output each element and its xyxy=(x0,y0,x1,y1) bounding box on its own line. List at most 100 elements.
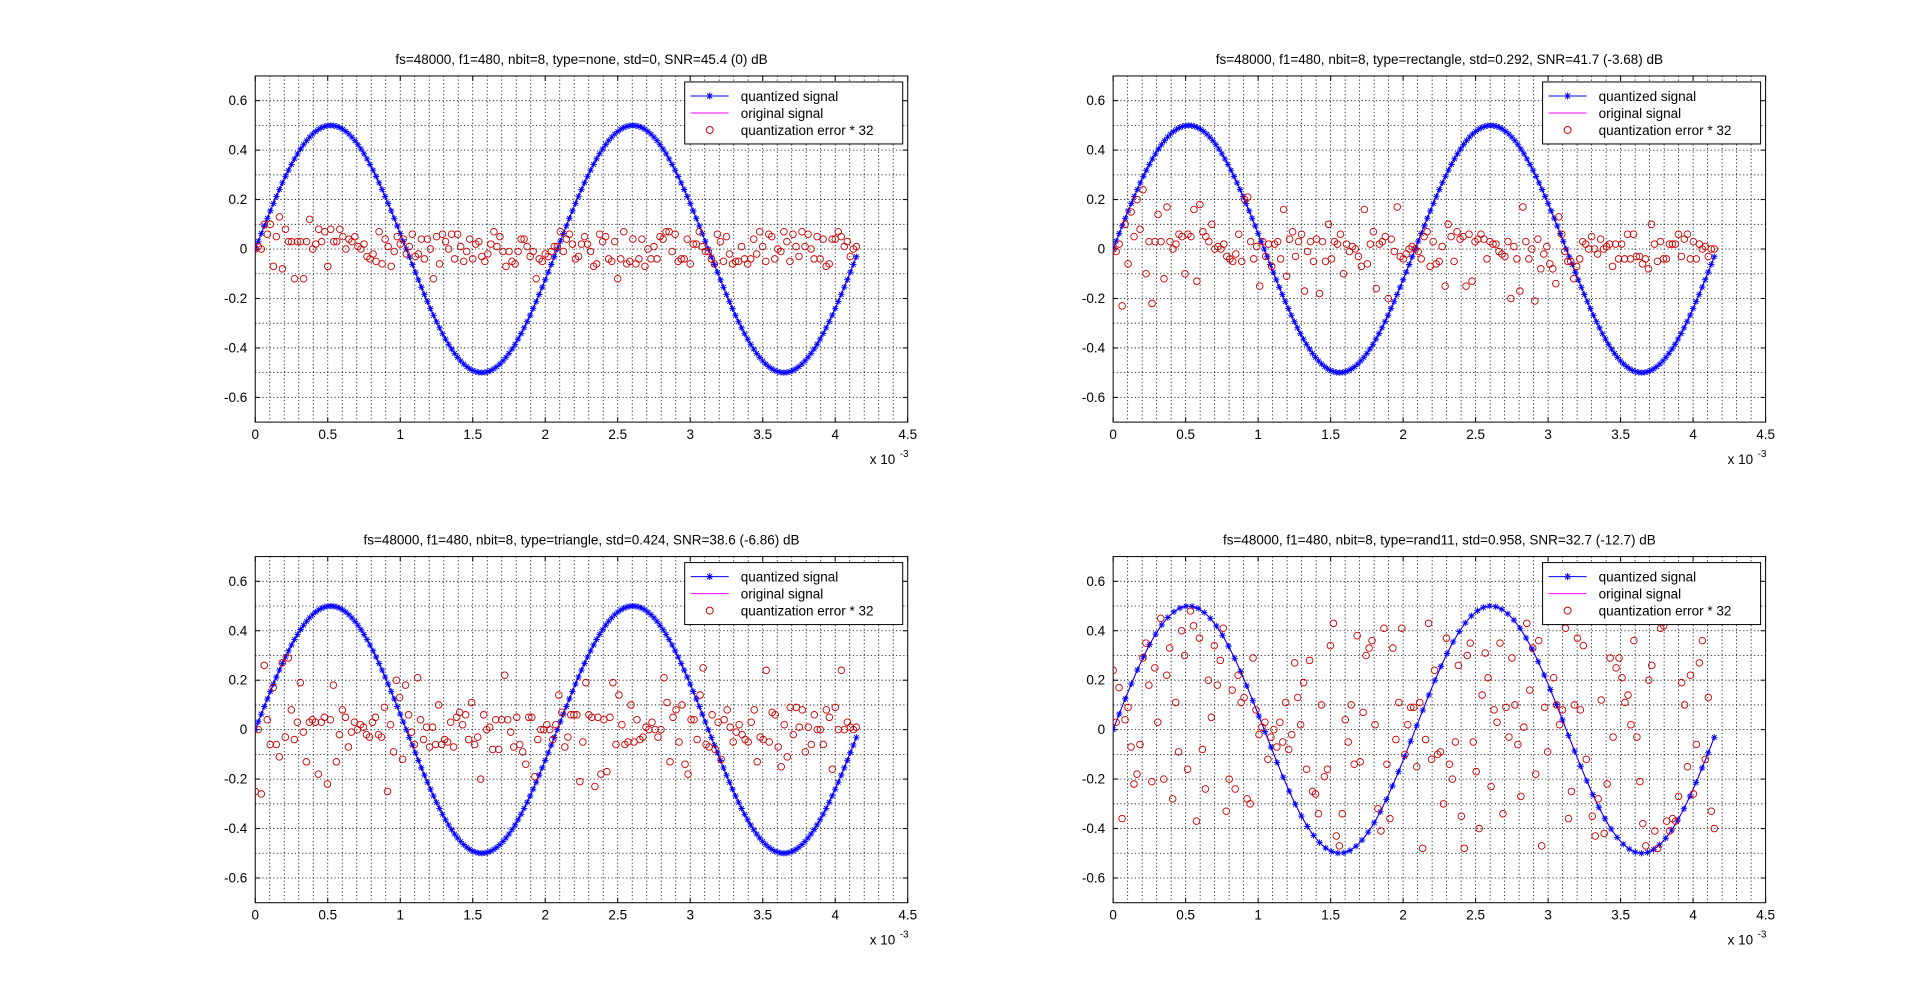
quantized-signal-point xyxy=(1462,619,1469,627)
x-tick-label: 2 xyxy=(541,427,549,442)
x-tick-label: 2 xyxy=(1399,908,1407,923)
legend-label: quantization error * 32 xyxy=(1599,604,1732,619)
quantization-error-point xyxy=(426,245,435,253)
chart-panel-2: 0 0.5 1 1.5 2 2.5 3 3.5 4 4.5 -0.6 -0.4 -0.2 0 0.2 0.4 0… xyxy=(1082,52,1775,467)
quantized-signal-point xyxy=(1113,726,1117,733)
quantized-signal-line xyxy=(1113,605,1715,854)
quantization-error-point xyxy=(260,661,269,670)
quantized-signal-point xyxy=(1448,161,1455,168)
quantization-error-point xyxy=(1368,636,1376,645)
quantization-error-point xyxy=(762,666,770,675)
quantized-signal-point xyxy=(315,126,322,133)
quantization-error-point xyxy=(1662,255,1671,263)
quantized-signal-point xyxy=(1607,825,1615,833)
quantization-error-point xyxy=(1499,809,1507,818)
quantized-signal-point xyxy=(1395,768,1402,775)
y-tick-label: 0.6 xyxy=(228,93,247,108)
quantization-error-point xyxy=(1276,718,1284,726)
quantization-error-point xyxy=(1172,240,1180,248)
quantization-error-point xyxy=(1575,255,1584,263)
quantization-error-point xyxy=(1113,718,1120,726)
quantization-error-point xyxy=(1701,755,1710,764)
quantization-error-point xyxy=(613,274,622,283)
quantization-error-point xyxy=(1611,240,1620,248)
quantized-signal-point xyxy=(1534,658,1542,665)
quantized-signal-point xyxy=(693,215,700,222)
quantization-error-point xyxy=(852,723,861,731)
quantization-error-point xyxy=(752,250,761,258)
quantization-error-point xyxy=(505,247,513,256)
quantization-error-point xyxy=(1281,698,1290,707)
quantization-error-point xyxy=(1481,649,1489,657)
quantization-error-point xyxy=(1569,274,1578,283)
quantized-signal-point xyxy=(1572,269,1579,276)
quantized-signal-point xyxy=(635,123,643,130)
quantized-signal-point xyxy=(599,626,606,633)
quantized-signal-point xyxy=(1620,360,1627,368)
quantized-signal-point xyxy=(829,312,836,319)
quantization-error-point xyxy=(567,711,575,719)
quantized-signal-point xyxy=(1340,849,1348,857)
quantization-error-point xyxy=(1531,297,1539,305)
quantization-error-point xyxy=(1351,245,1360,253)
quantized-signal-point xyxy=(454,834,461,842)
x-tick-label: 1.5 xyxy=(1321,427,1340,442)
quantized-signal-point xyxy=(1194,124,1201,131)
quantization-error-point xyxy=(603,767,611,776)
quantization-error-point xyxy=(1665,240,1674,248)
quantized-signal-point xyxy=(602,622,609,629)
quantized-signal-point xyxy=(1360,354,1368,361)
quantized-signal-point xyxy=(1233,179,1241,186)
quantization-error-point xyxy=(1597,696,1605,704)
quantization-error-point xyxy=(371,713,380,722)
quantization-error-point xyxy=(293,718,302,726)
quantized-signal-point xyxy=(1644,849,1651,856)
quantized-signal-point xyxy=(1559,716,1566,724)
quantization-error-point xyxy=(1290,659,1299,667)
quantized-signal-point xyxy=(496,360,504,368)
x-tick-label: 2 xyxy=(541,908,549,923)
quantization-error-point xyxy=(410,740,419,749)
quantized-signal-point xyxy=(378,666,386,674)
quantization-error-point xyxy=(1252,242,1261,251)
quantized-signal-point xyxy=(291,636,298,643)
quantized-signal-point xyxy=(825,799,833,806)
quantized-signal-point xyxy=(1405,261,1413,268)
quantized-signal-point xyxy=(1644,368,1652,375)
legend-marker-star xyxy=(1564,92,1572,100)
quantized-signal-point xyxy=(756,354,763,361)
quantized-signal-point xyxy=(671,167,679,174)
quantization-error-point xyxy=(257,790,266,798)
quantized-signal-point xyxy=(261,703,268,710)
data-layer xyxy=(1113,602,1719,857)
y-tick-label: 0 xyxy=(1098,722,1106,737)
x-tick-label: 0.5 xyxy=(1176,427,1195,442)
quantized-signal-point xyxy=(1472,128,1479,135)
quantized-signal-point xyxy=(345,611,353,618)
quantized-signal-point xyxy=(792,846,800,853)
quantized-signal-point xyxy=(569,688,576,695)
quantization-error-point xyxy=(467,698,476,707)
quantization-error-point xyxy=(1273,237,1282,246)
quantization-error-point xyxy=(491,716,500,724)
quantization-error-point xyxy=(813,725,822,734)
quantized-signal-point xyxy=(789,367,797,374)
data-layer xyxy=(255,602,861,857)
quantized-signal-point xyxy=(702,718,709,726)
quantization-error-point xyxy=(1492,240,1500,248)
chart-title: fs=48000, f1=480, nbit=8, type=rand11, s… xyxy=(1223,533,1656,548)
quantized-signal-point xyxy=(345,130,353,138)
quantization-error-point xyxy=(747,718,755,726)
quantization-error-point xyxy=(1567,787,1576,796)
quantized-signal-point xyxy=(1677,330,1685,337)
quantized-signal-point xyxy=(526,792,534,800)
quantization-error-point xyxy=(708,711,716,719)
x-exponent: -3 xyxy=(900,449,909,460)
quantized-signal-point xyxy=(532,298,540,305)
quantized-signal-point xyxy=(288,161,295,168)
quantized-signal-point xyxy=(1490,122,1497,129)
quantized-signal-point xyxy=(457,357,464,365)
quantization-error-point xyxy=(378,260,386,268)
quantization-error-point xyxy=(534,735,542,744)
quantized-signal-point xyxy=(460,360,467,368)
